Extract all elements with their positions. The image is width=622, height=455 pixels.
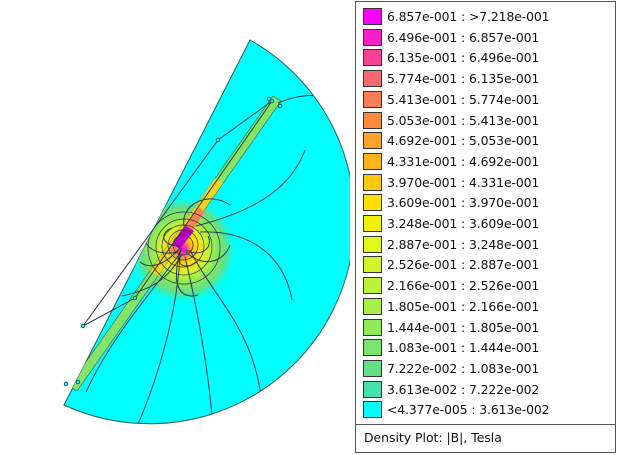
- legend-entry: 6.135e-001 : 6.496e-001: [363, 48, 539, 67]
- legend-range-label: 5.053e-001 : 5.413e-001: [387, 112, 540, 128]
- field-hotspot-core: [172, 226, 194, 249]
- legend-range-label: 3.609e-001 : 3.970e-001: [387, 195, 540, 211]
- legend-entry: 2.526e-001 : 2.887e-001: [363, 255, 539, 274]
- legend-swatch: [363, 256, 382, 274]
- legend-range-label: 3.613e-002 : 7.222e-002: [387, 381, 540, 397]
- legend-range-label: <4.377e-005 : 3.613e-002: [387, 402, 550, 418]
- legend-swatch: [363, 339, 382, 357]
- legend-range-label: 3.970e-001 : 4.331e-001: [387, 174, 540, 190]
- legend-range-label: 2.887e-001 : 3.248e-001: [387, 236, 540, 252]
- legend-swatch: [363, 401, 382, 419]
- legend-entry: 1.444e-001 : 1.805e-001: [363, 318, 539, 337]
- legend-range-label: 6.857e-001 : >7.218e-001: [387, 9, 550, 24]
- legend-swatch: [363, 49, 382, 67]
- legend-swatch: [363, 235, 382, 253]
- legend-swatch: [363, 90, 382, 108]
- legend-swatch: [363, 152, 382, 170]
- legend-swatch: [363, 318, 382, 336]
- legend-swatch: [363, 277, 382, 295]
- legend-range-label: 6.135e-001 : 6.496e-001: [387, 50, 540, 66]
- density-plot: [63, 39, 350, 425]
- legend-entry: 3.609e-001 : 3.970e-001: [363, 193, 539, 212]
- legend-entry: 4.331e-001 : 4.692e-001: [363, 152, 539, 171]
- legend-swatch: [363, 132, 382, 150]
- legend-range-label: 5.774e-001 : 6.135e-001: [387, 71, 540, 87]
- legend-range-label: 4.331e-001 : 4.692e-001: [387, 153, 540, 169]
- legend-entry: 6.857e-001 : >7.218e-001: [363, 7, 550, 26]
- legend-range-label: 3.248e-001 : 3.609e-001: [387, 216, 540, 231]
- legend-entry: 5.413e-001 : 5.774e-001: [363, 90, 539, 109]
- legend-entry: 5.774e-001 : 6.135e-001: [363, 69, 539, 88]
- legend-caption: Density Plot: |B|, Tesla: [364, 430, 502, 445]
- density-legend: 6.857e-001 : >7.218e-001 6.496e-001 : 6.8…: [355, 1, 616, 453]
- legend-range-label: 2.526e-001 : 2.887e-001: [387, 257, 540, 273]
- legend-swatch: [363, 70, 382, 88]
- legend-entry: 2.166e-001 : 2.526e-001: [363, 276, 539, 295]
- legend-entry: 3.613e-002 : 7.222e-002: [363, 380, 539, 399]
- mesh-nodes: [63, 96, 283, 387]
- legend-swatch: [363, 8, 382, 25]
- legend-range-label: 5.413e-001 : 5.774e-001: [387, 91, 540, 107]
- inner-flux-contours: [147, 211, 221, 285]
- legend-entry: <4.377e-005 : 3.613e-002: [363, 400, 550, 419]
- legend-entry: 5.053e-001 : 5.413e-001: [363, 111, 539, 130]
- legend-swatch: [363, 359, 382, 377]
- legend-entry: 6.496e-001 : 6.857e-001: [363, 28, 539, 47]
- legend-swatch: [363, 215, 382, 232]
- legend-swatch: [363, 297, 382, 315]
- legend-entry: 7.222e-002 : 1.083e-001: [363, 359, 539, 378]
- legend-swatch: [363, 194, 382, 212]
- legend-entry: 1.083e-001 : 1.444e-001: [363, 338, 539, 357]
- legend-range-label: 7.222e-002 : 1.083e-001: [387, 360, 540, 376]
- legend-range-label: 1.083e-001 : 1.444e-001: [387, 340, 540, 356]
- legend-range-label: 1.444e-001 : 1.805e-001: [387, 319, 540, 335]
- legend-entry: 3.970e-001 : 4.331e-001: [363, 173, 539, 192]
- legend-range-label: 2.166e-001 : 2.526e-001: [387, 278, 540, 294]
- legend-swatch: [363, 111, 382, 129]
- legend-entry: 4.692e-001 : 5.053e-001: [363, 131, 539, 150]
- legend-entry: 3.248e-001 : 3.609e-001: [363, 214, 539, 233]
- legend-swatch: [363, 380, 382, 398]
- legend-range-label: 4.692e-001 : 5.053e-001: [387, 133, 540, 149]
- legend-entry: 2.887e-001 : 3.248e-001: [363, 235, 539, 254]
- legend-range-label: 6.496e-001 : 6.857e-001: [387, 29, 540, 45]
- legend-entry: 1.805e-001 : 2.166e-001: [363, 297, 539, 316]
- legend-range-label: 1.805e-001 : 2.166e-001: [387, 298, 540, 314]
- legend-swatch: [363, 173, 382, 191]
- legend-divider: [356, 424, 615, 425]
- legend-swatch: [363, 28, 382, 46]
